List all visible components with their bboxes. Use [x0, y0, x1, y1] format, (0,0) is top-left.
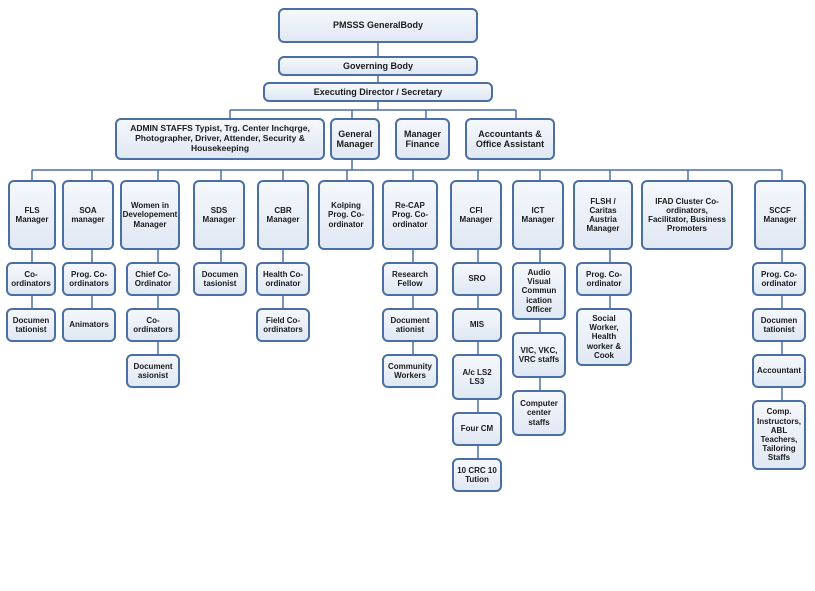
node-sccf-co: Prog. Co-ordinator: [752, 262, 806, 296]
node-recap-doc: Document ationist: [382, 308, 438, 342]
node-admin: ADMIN STAFFS Typist, Trg. Center Inchqrg…: [115, 118, 325, 160]
node-ict: ICT Manager: [512, 180, 564, 250]
node-cfi-four: Four CM: [452, 412, 502, 446]
node-cbr-field: Field Co-ordinators: [256, 308, 310, 342]
node-pmsss: PMSSS GeneralBody: [278, 8, 478, 43]
node-sccf-doc: Documen tationist: [752, 308, 806, 342]
node-wid-co: Co-ordinators: [126, 308, 180, 342]
node-soa-anim: Animators: [62, 308, 116, 342]
node-wid: Women in Developement Manager: [120, 180, 180, 250]
node-executing: Executing Director / Secretary: [263, 82, 493, 102]
node-sccf-comp: Comp. Instructors, ABL Teachers, Tailori…: [752, 400, 806, 470]
node-recap: Re-CAP Prog. Co-ordinator: [382, 180, 438, 250]
node-sds-doc: Documen tasionist: [193, 262, 247, 296]
node-soa-co: Prog. Co-ordinators: [62, 262, 116, 296]
node-cbr: CBR Manager: [257, 180, 309, 250]
node-recap-comm: Community Workers: [382, 354, 438, 388]
node-sccf-acc: Accountant: [752, 354, 806, 388]
node-sds: SDS Manager: [193, 180, 245, 250]
node-fls-doc: Documen tationist: [6, 308, 56, 342]
node-acc: Accountants & Office Assistant: [465, 118, 555, 160]
node-sccf: SCCF Manager: [754, 180, 806, 250]
node-flsh: FLSH / Caritas Austria Manager: [573, 180, 633, 250]
node-ict-cc: Computer center staffs: [512, 390, 566, 436]
node-gm: General Manager: [330, 118, 380, 160]
node-ict-vic: VIC, VKC, VRC staffs: [512, 332, 566, 378]
node-cfi-mis: MIS: [452, 308, 502, 342]
node-mf: Manager Finance: [395, 118, 450, 160]
node-ifad: IFAD Cluster Co-ordinators, Facilitator,…: [641, 180, 733, 250]
node-cbr-health: Health Co-ordinator: [256, 262, 310, 296]
node-recap-research: Research Fellow: [382, 262, 438, 296]
node-cfi-sro: SRO: [452, 262, 502, 296]
node-cfi-ac: A/c LS2 LS3: [452, 354, 502, 400]
node-wid-doc: Document asionist: [126, 354, 180, 388]
node-flsh-co: Prog. Co-ordinator: [576, 262, 632, 296]
node-ict-av: Audio Visual Commun ication Officer: [512, 262, 566, 320]
node-wid-chief: Chief Co-Ordinator: [126, 262, 180, 296]
node-cfi: CFI Manager: [450, 180, 502, 250]
node-soa: SOA manager: [62, 180, 114, 250]
node-governing: Governing Body: [278, 56, 478, 76]
node-fls-co: Co-ordinators: [6, 262, 56, 296]
node-cfi-crc: 10 CRC 10 Tution: [452, 458, 502, 492]
node-flsh-sw: Social Worker, Health worker & Cook: [576, 308, 632, 366]
node-fls: FLS Manager: [8, 180, 56, 250]
node-kolping: Kolping Prog. Co-ordinator: [318, 180, 374, 250]
